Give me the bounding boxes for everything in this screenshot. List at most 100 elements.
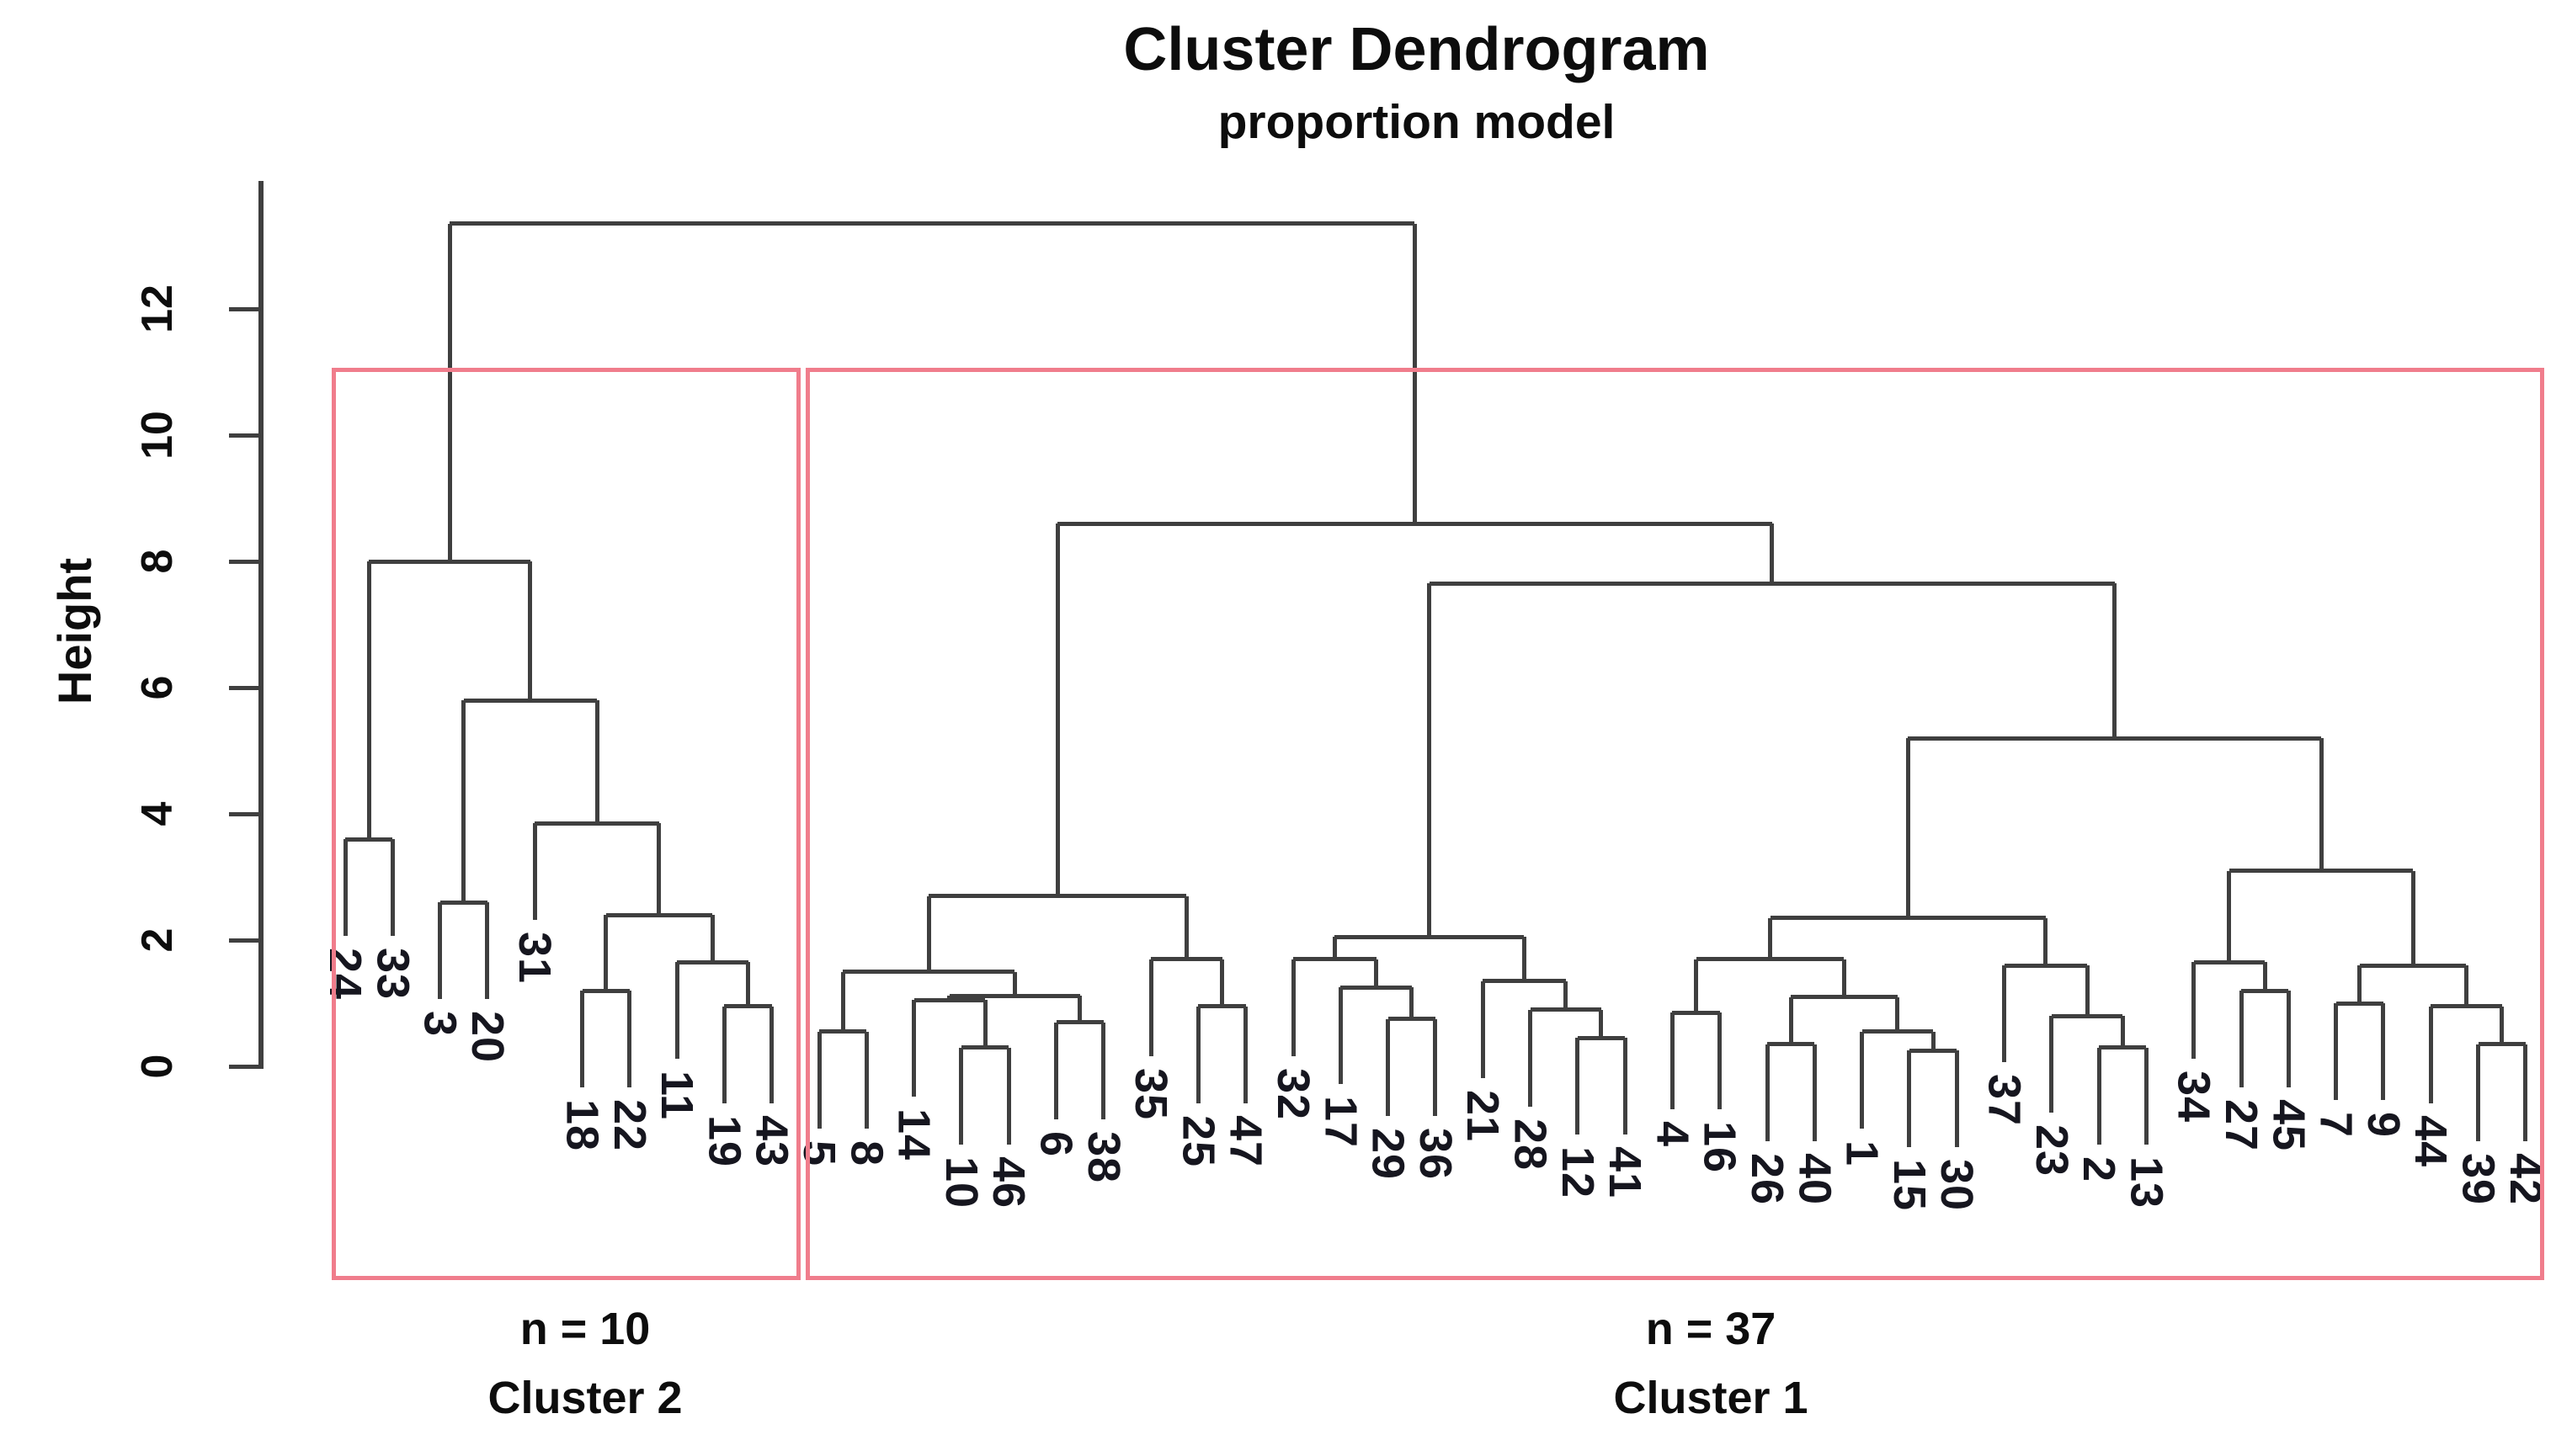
- merge-bar: [1791, 995, 1898, 999]
- leaf-label: 23: [2026, 1124, 2077, 1177]
- merge-bar: [1198, 1004, 1246, 1009]
- leaf-stem: [674, 962, 679, 1060]
- leaf-stem: [1054, 1022, 1058, 1119]
- branch-stem: [840, 971, 845, 1032]
- merge-bar: [1672, 1010, 1720, 1015]
- leaf-stem: [438, 902, 443, 999]
- merge-bar: [929, 894, 1187, 898]
- branch-stem: [1374, 959, 1379, 988]
- merge-bar: [724, 1004, 772, 1009]
- leaf-label: 37: [1978, 1074, 2030, 1127]
- merge-bar: [1334, 934, 1525, 939]
- leaf-label: 13: [2121, 1156, 2172, 1209]
- chart-title: Cluster Dendrogram: [1123, 16, 1710, 83]
- cluster2-count-label: n = 10: [519, 1304, 651, 1354]
- branch-stem: [1078, 996, 1083, 1023]
- merge-bar: [2359, 963, 2467, 968]
- branch-stem: [1694, 959, 1699, 1013]
- leaf-label: 5: [794, 1140, 844, 1166]
- branch-stem: [366, 561, 371, 839]
- leaf-stem: [2381, 1003, 2386, 1100]
- merge-bar: [1908, 736, 2321, 741]
- leaf-label: 39: [2452, 1152, 2504, 1205]
- leaf-label: 45: [2263, 1099, 2314, 1152]
- leaf-stem: [2523, 1044, 2528, 1141]
- merge-bar: [677, 959, 748, 964]
- merge-bar: [2229, 869, 2414, 873]
- merge-bar: [463, 698, 598, 703]
- leaf-label: 20: [461, 1011, 513, 1064]
- branch-stem: [1768, 917, 1773, 959]
- merge-bar: [1057, 521, 1772, 526]
- merge-bar: [369, 559, 530, 564]
- branch-stem: [1055, 523, 1060, 896]
- leaf-label: 21: [1457, 1089, 1509, 1142]
- branch-stem: [2262, 962, 2267, 991]
- leaf-label: 8: [841, 1140, 892, 1166]
- branch-stem: [2357, 965, 2362, 1003]
- branch-stem: [2463, 965, 2468, 1007]
- merge-bar: [2004, 963, 2088, 968]
- leaf-stem: [1433, 1018, 1438, 1116]
- leaf-stem: [1101, 1022, 1106, 1119]
- merge-bar: [1340, 985, 1412, 990]
- leaf-stem: [2286, 991, 2291, 1087]
- leaf-label: 47: [1220, 1114, 1271, 1167]
- leaf-stem: [1765, 1044, 1770, 1141]
- leaf-label: 16: [1694, 1121, 1745, 1174]
- leaf-stem: [2191, 962, 2197, 1060]
- cluster1-name-label: Cluster 1: [1613, 1373, 1808, 1423]
- merge-bar: [913, 997, 986, 1002]
- leaf-stem: [1669, 1012, 1675, 1110]
- leaf-label: 41: [1600, 1146, 1651, 1199]
- branch-stem: [657, 823, 662, 915]
- branch-stem: [604, 915, 609, 991]
- leaf-stem: [959, 1047, 964, 1145]
- merge-bar: [2099, 1045, 2147, 1049]
- cluster-box-2: [806, 368, 2544, 1280]
- leaf-label: 17: [1315, 1096, 1366, 1149]
- leaf-label: 27: [2216, 1099, 2266, 1152]
- merge-bar: [1696, 957, 1845, 961]
- leaf-label: 10: [935, 1156, 987, 1209]
- leaf-stem: [2239, 991, 2244, 1087]
- merge-bar: [1909, 1048, 1957, 1053]
- leaf-label: 43: [746, 1114, 797, 1167]
- leaf-label: 46: [983, 1156, 1035, 1209]
- leaf-stem: [2143, 1047, 2149, 1145]
- leaf-label: 35: [1126, 1067, 1177, 1120]
- branch-stem: [594, 700, 599, 824]
- axis-tick-label: 6: [133, 675, 182, 700]
- leaf-label: 24: [320, 948, 370, 1001]
- merge-bar: [2051, 1013, 2123, 1018]
- leaf-label: 15: [1883, 1159, 1935, 1212]
- merge-bar: [1770, 916, 2046, 921]
- leaf-stem: [1860, 1031, 1865, 1129]
- branch-stem: [982, 1000, 988, 1048]
- merge-bar: [2478, 1042, 2526, 1047]
- leaf-label: 18: [556, 1099, 608, 1152]
- axis-tick: [229, 1064, 261, 1069]
- merge-bar: [2241, 988, 2289, 993]
- branch-stem: [1895, 996, 1900, 1032]
- leaf-label: 4: [1647, 1121, 1698, 1148]
- axis-tick-label: 12: [133, 284, 182, 333]
- branch-stem: [1930, 1031, 1936, 1051]
- branch-stem: [1427, 583, 1432, 938]
- leaf-stem: [1243, 1006, 1249, 1103]
- y-axis-line: [258, 181, 264, 1069]
- branch-stem: [2319, 738, 2324, 871]
- merge-bar: [1530, 1007, 1601, 1012]
- leaf-label: 11: [652, 1071, 703, 1121]
- chart-subtitle: proportion model: [1217, 95, 1616, 149]
- merge-bar: [1577, 1035, 1626, 1040]
- axis-tick-label: 0: [133, 1054, 182, 1079]
- leaf-label: 9: [2357, 1112, 2409, 1139]
- leaf-stem: [532, 823, 537, 921]
- leaf-label: 40: [1789, 1152, 1840, 1205]
- merge-bar: [949, 993, 1080, 998]
- leaf-stem: [2049, 1016, 2054, 1113]
- axis-tick: [229, 306, 261, 311]
- merge-bar: [2335, 1001, 2383, 1006]
- axis-tick: [229, 559, 261, 564]
